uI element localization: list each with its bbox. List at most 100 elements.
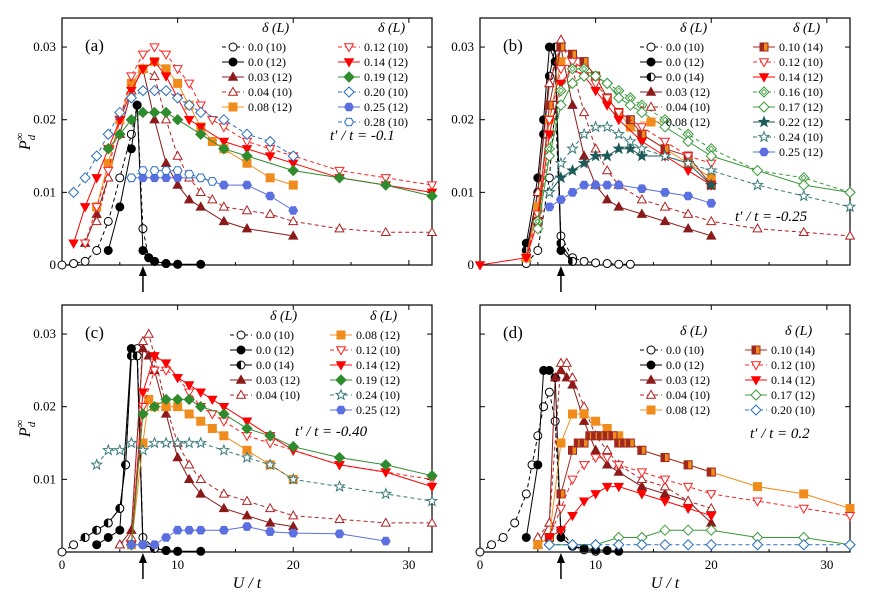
data-point (706, 198, 717, 208)
data-point (798, 504, 810, 515)
data-point (659, 539, 671, 551)
legend-marker (228, 102, 238, 112)
data-point (543, 150, 556, 162)
data-point (533, 460, 543, 470)
data-point (92, 525, 102, 535)
legend-entry-label: 0.17 (12) (771, 388, 815, 402)
data-point (159, 436, 173, 449)
data-point (195, 101, 207, 111)
panel-label: (a) (85, 36, 104, 55)
legend-marker (645, 86, 657, 96)
data-point (264, 430, 276, 442)
legend-entry-label: 0.08 (12) (666, 115, 710, 129)
data-point (114, 128, 126, 140)
data-point (218, 201, 230, 211)
data-point (57, 260, 67, 270)
series-d010_14 (544, 431, 716, 542)
data-point (241, 204, 253, 215)
data-point (613, 108, 625, 119)
data-point (752, 497, 763, 507)
data-point (218, 137, 230, 148)
tprime-annotation: t′ / t = 0.2 (750, 426, 810, 442)
data-point (196, 416, 206, 426)
data-point (612, 127, 626, 140)
legend-column: δ (L) 0.0 (10)0.0 (12)0.03 (12)0.04 (10)0… (640, 324, 710, 417)
data-point (183, 116, 195, 126)
x-tick-label: 10 (171, 557, 184, 572)
data-point (161, 546, 171, 556)
data-point (137, 50, 149, 60)
data-point (137, 84, 149, 97)
data-point (550, 416, 560, 426)
data-point (682, 223, 694, 233)
data-point (636, 473, 648, 484)
data-point (149, 540, 160, 549)
data-point (706, 467, 716, 477)
data-point (80, 256, 90, 266)
data-point (288, 206, 299, 215)
data-point (264, 135, 276, 148)
data-point (148, 436, 161, 449)
data-point (102, 143, 114, 155)
legend-entry-label: 0.14 (12) (779, 70, 823, 84)
data-point (114, 539, 126, 549)
data-point (149, 114, 160, 124)
legend-marker (645, 101, 657, 111)
data-point (380, 536, 391, 546)
data-point (161, 533, 172, 542)
data-point (533, 173, 543, 183)
legend-header: δ (L) (680, 324, 707, 339)
data-point (636, 137, 648, 148)
data-point (160, 106, 172, 119)
legend-entry-label: 0.16 (10) (779, 85, 823, 99)
data-point (149, 352, 160, 362)
data-point (218, 488, 230, 498)
data-point (241, 223, 253, 233)
data-point (544, 100, 554, 110)
data-point (589, 120, 602, 133)
legend-entry-label: 0.0 (12) (666, 358, 704, 372)
legend-entry-label: 0.0 (14) (256, 358, 294, 372)
data-point (625, 259, 635, 269)
tprime-annotation: t′ / t = -0.1 (330, 128, 395, 144)
data-point (590, 86, 601, 97)
data-point (579, 180, 590, 190)
data-point (600, 120, 614, 133)
data-point (143, 328, 154, 338)
data-point (380, 517, 392, 527)
data-point (636, 208, 648, 218)
legend-entry-label: 0.0 (12) (256, 343, 294, 357)
data-point (126, 86, 137, 97)
data-point (556, 489, 566, 499)
data-point (660, 453, 670, 463)
data-point (161, 166, 172, 175)
data-point (682, 135, 694, 148)
panel-d: 0 10 20 30 (d) t′ / t = 0.2 δ (L) 0.0 (10)0.0 (… (475, 304, 856, 592)
legend-marker (343, 86, 355, 98)
series-line (119, 333, 432, 546)
data-point (137, 403, 149, 413)
data-point (137, 173, 148, 183)
data-point (704, 178, 718, 191)
data-point (160, 50, 172, 60)
data-point (590, 180, 601, 190)
series-d025_12 (126, 522, 391, 549)
data-point (555, 504, 567, 515)
legend-entry-label: 0.0 (10) (666, 343, 704, 357)
data-point (533, 245, 543, 255)
legend-marker (235, 389, 247, 399)
series-d014_12 (544, 482, 717, 544)
data-point (121, 460, 131, 470)
data-point (635, 142, 649, 155)
data-point (182, 436, 196, 449)
data-point (543, 185, 556, 198)
x-tick-label: 30 (820, 557, 833, 572)
data-point (567, 379, 578, 389)
data-point (172, 166, 183, 175)
data-point (797, 189, 811, 202)
data-point (601, 444, 613, 454)
data-point (137, 408, 149, 420)
tprime-annotation: t′ / t = -0.40 (295, 424, 368, 440)
data-point (137, 388, 149, 398)
series-d025_12 (544, 180, 717, 212)
